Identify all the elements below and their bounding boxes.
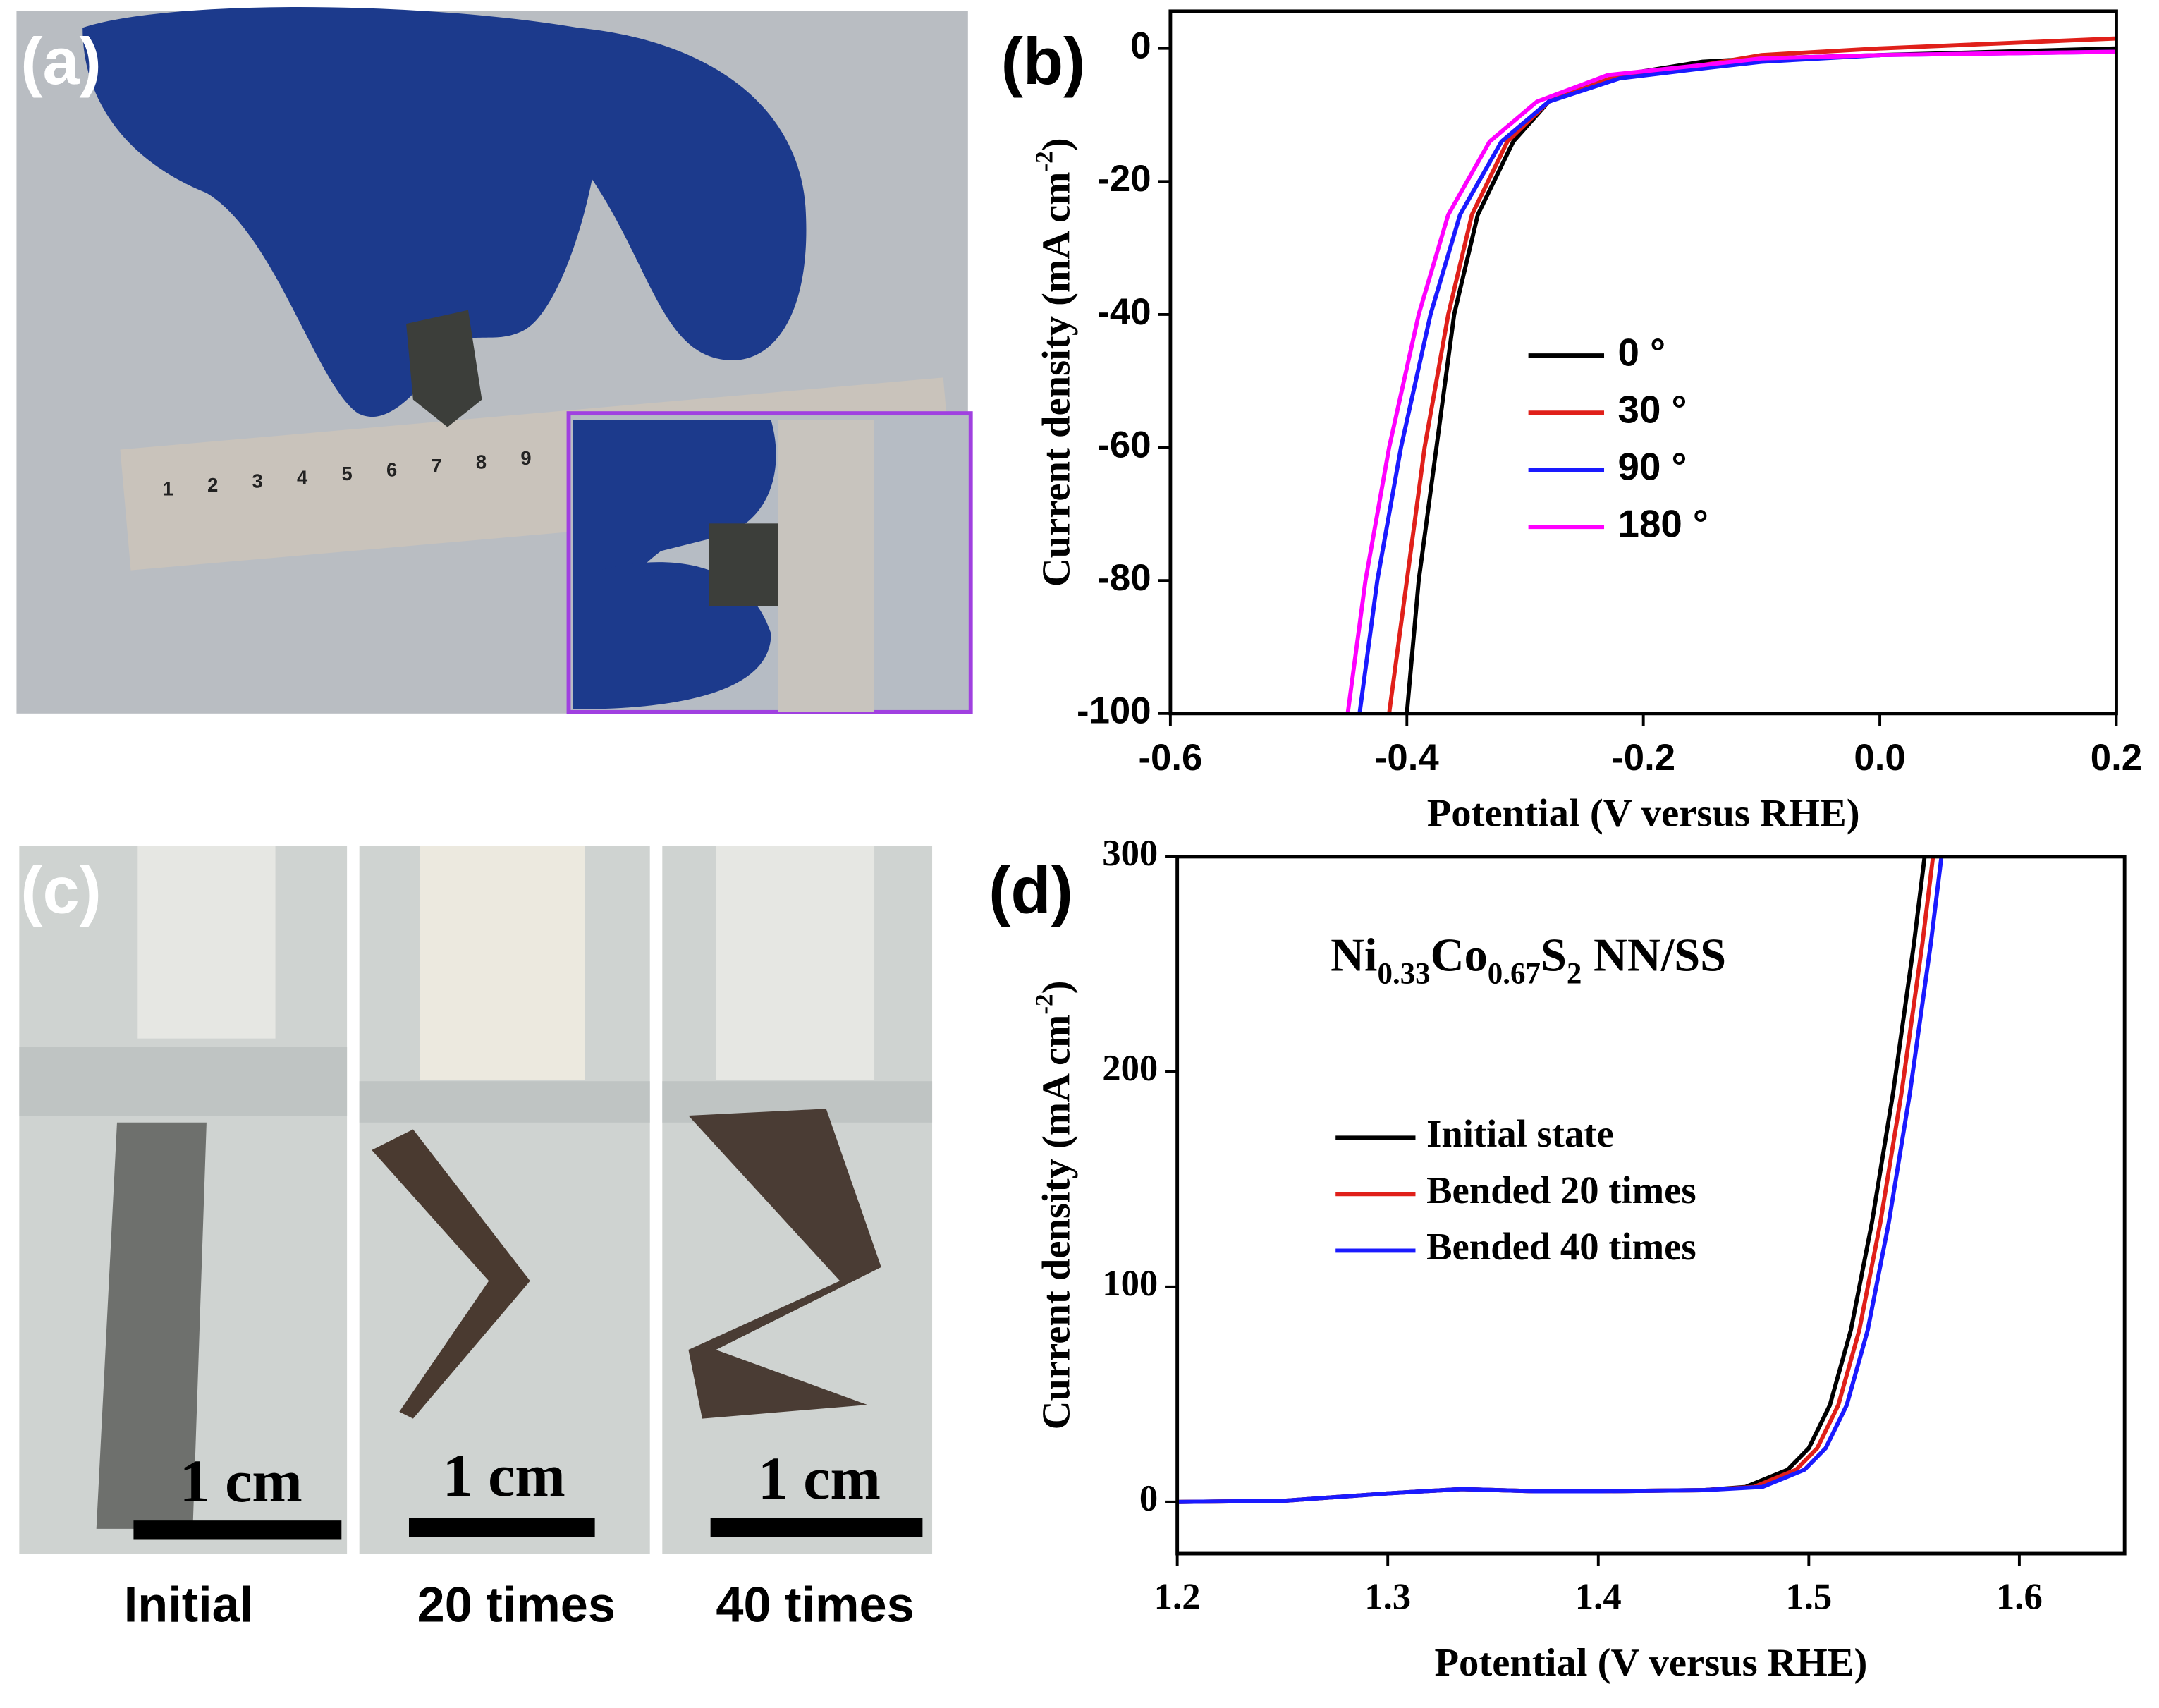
- annotation-part: 2: [1567, 958, 1582, 991]
- panel-label: (a): [20, 24, 102, 98]
- x-tick-label: 1.3: [1364, 1577, 1411, 1618]
- data-line: [1345, 49, 2117, 714]
- ruler-number: 3: [252, 470, 263, 492]
- annotation-part: Ni: [1331, 930, 1377, 982]
- y-tick-label: -100: [1077, 690, 1151, 732]
- x-tick-label: -0.2: [1611, 737, 1675, 779]
- data-line: [1357, 49, 2117, 714]
- x-tick-label: 0.0: [1854, 737, 1905, 779]
- y-tick-label: 0: [1139, 1478, 1158, 1519]
- x-tick-label: 1.6: [1996, 1577, 2043, 1618]
- y-tick-label: 0: [1130, 25, 1151, 67]
- photo-c: 1 cm 1 cm 1 cm Initial 20 times 40 times: [19, 846, 933, 1633]
- x-axis-label: Potential (V versus RHE): [1434, 1641, 1867, 1685]
- x-tick-label: -0.6: [1138, 737, 1202, 779]
- y-axis-label-part: ): [1035, 981, 1079, 994]
- data-line: [1405, 46, 2117, 714]
- annotation-part: 0.67: [1488, 958, 1541, 991]
- legend-label: 0 °: [1618, 331, 1665, 374]
- plot-frame: [1175, 855, 2127, 1556]
- scale-bar-label: 1 cm: [758, 1444, 881, 1512]
- legend-label: Bended 20 times: [1426, 1169, 1696, 1212]
- x-tick-label: 1.4: [1575, 1577, 1622, 1618]
- data-line: [1387, 36, 2117, 714]
- annotation-part: S: [1541, 930, 1567, 982]
- legend-label: 90 °: [1618, 446, 1687, 489]
- ruler-number: 5: [342, 463, 353, 484]
- ruler-number: 6: [386, 458, 397, 480]
- ruler-number: 2: [207, 474, 218, 496]
- annotation-part: 0.33: [1377, 958, 1430, 991]
- annotation-part: Co: [1431, 930, 1488, 982]
- legend-label: Initial state: [1426, 1112, 1614, 1155]
- scale-bar-label: 1 cm: [443, 1441, 565, 1509]
- annotation-part: NN/SS: [1582, 930, 1726, 982]
- panel-label: (b): [1001, 24, 1086, 98]
- panel-label: (d): [989, 853, 1073, 927]
- x-tick-label: 1.2: [1154, 1577, 1201, 1618]
- legend-label: 180 °: [1618, 503, 1708, 546]
- y-tick-label: -40: [1097, 291, 1151, 333]
- caption: 40 times: [716, 1577, 914, 1633]
- legend-label: Bended 40 times: [1426, 1225, 1696, 1268]
- ruler-number: 8: [476, 451, 487, 472]
- y-tick-label: -80: [1097, 557, 1151, 599]
- x-tick-label: -0.4: [1375, 737, 1440, 779]
- y-tick-label: -60: [1097, 424, 1151, 465]
- ruler-number: 4: [297, 466, 308, 488]
- caption: Initial: [124, 1577, 254, 1633]
- ruler-number: 7: [431, 455, 441, 477]
- y-axis-label-part: -2: [1030, 151, 1058, 171]
- y-tick-label: 100: [1102, 1263, 1158, 1304]
- annotation: Ni0.33Co0.67S2 NN/SS: [1331, 930, 1726, 991]
- data-line: [1177, 856, 1944, 1504]
- y-axis-label-part: -2: [1030, 994, 1058, 1014]
- plot-frame: [1168, 9, 2118, 716]
- x-tick-label: 1.5: [1785, 1577, 1832, 1618]
- y-axis-label: Current density (mA cm-2): [1030, 981, 1078, 1430]
- y-axis-label-part: ): [1035, 138, 1079, 151]
- x-axis-label: Potential (V versus RHE): [1427, 791, 1860, 835]
- y-tick-label: 200: [1102, 1048, 1158, 1089]
- y-axis-label: Current density (mA cm-2): [1030, 138, 1078, 587]
- photo-a: [16, 7, 973, 714]
- ruler-number: 1: [163, 478, 173, 500]
- scale-bar-label: 1 cm: [180, 1447, 302, 1515]
- y-tick-label: -20: [1097, 158, 1151, 200]
- panel-label: (c): [20, 853, 102, 927]
- y-axis-label-part: Current density (mA cm: [1035, 1015, 1079, 1430]
- ruler-number: 9: [520, 447, 531, 469]
- legend-label: 30 °: [1618, 389, 1687, 432]
- caption: 20 times: [417, 1577, 616, 1633]
- y-axis-label-part: Current density (mA cm: [1035, 172, 1079, 587]
- y-tick-label: 300: [1102, 833, 1158, 874]
- x-tick-label: 0.2: [2091, 737, 2142, 779]
